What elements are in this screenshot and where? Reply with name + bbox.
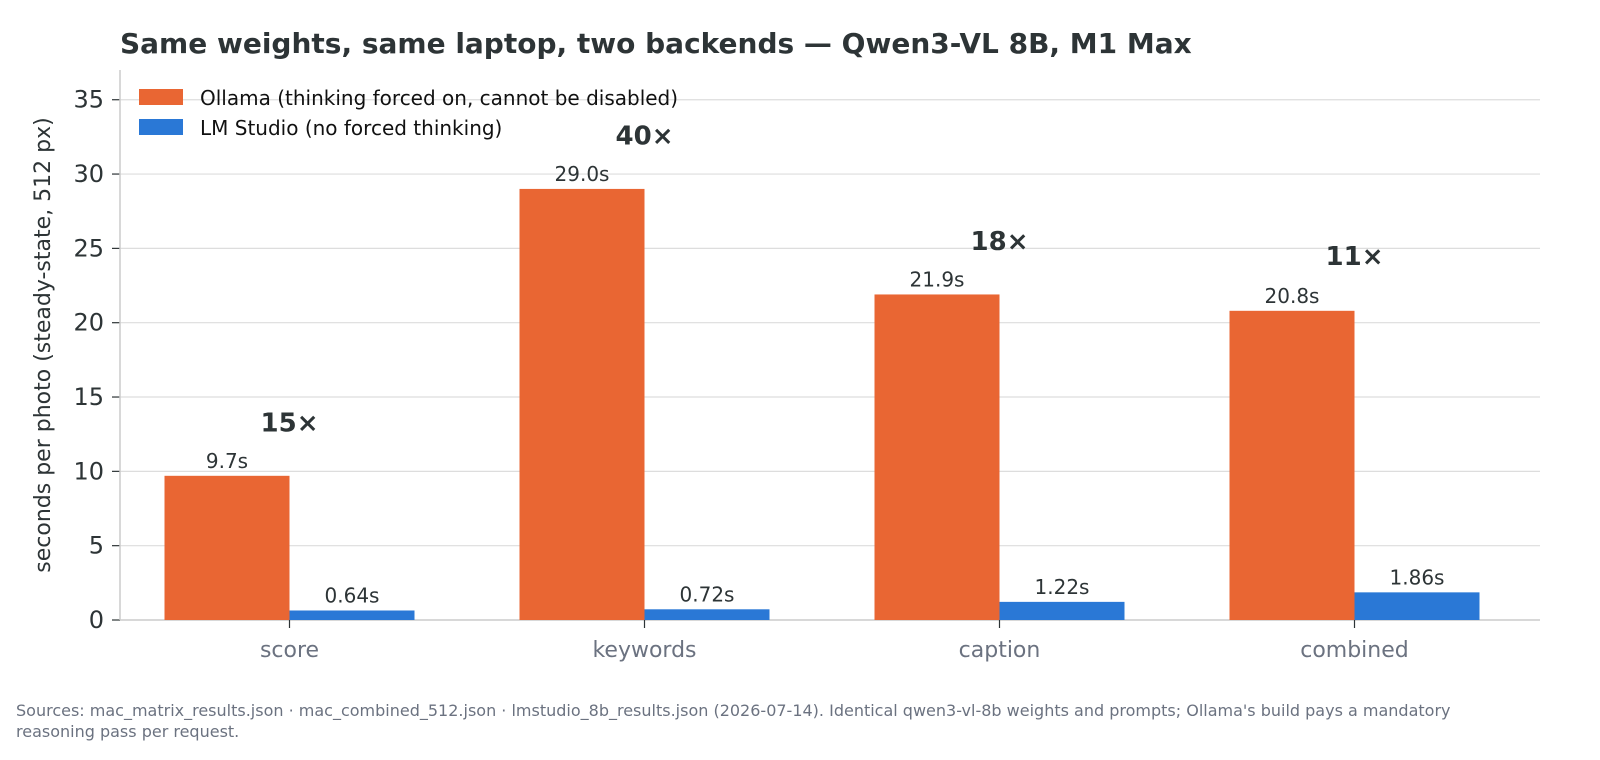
speedup-annotation: 40× xyxy=(616,121,674,151)
bar-value-label: 21.9s xyxy=(910,267,965,291)
x-tick-label: score xyxy=(260,638,319,663)
bar-ollama xyxy=(1229,310,1355,620)
y-tick-label: 30 xyxy=(73,160,104,188)
legend-label: LM Studio (no forced thinking) xyxy=(200,116,502,140)
bar-value-label: 20.8s xyxy=(1265,284,1320,308)
bar-lmstudio xyxy=(644,609,770,620)
x-tick-label: caption xyxy=(959,638,1041,663)
y-tick-label: 20 xyxy=(73,309,104,337)
speedup-annotation: 11× xyxy=(1326,242,1384,272)
bar-lmstudio xyxy=(1354,592,1480,620)
bars xyxy=(164,188,1480,620)
legend-swatch xyxy=(139,119,183,135)
bar-lmstudio xyxy=(289,610,415,620)
legend-label: Ollama (thinking forced on, cannot be di… xyxy=(200,86,678,110)
legend: Ollama (thinking forced on, cannot be di… xyxy=(139,86,678,140)
speedup-annotation: 18× xyxy=(971,227,1029,257)
bar-ollama xyxy=(519,188,645,620)
bar-value-label: 0.72s xyxy=(680,582,735,606)
legend-swatch xyxy=(139,89,183,105)
y-tick-label: 10 xyxy=(73,457,104,485)
value-labels: 9.7s 29.0s 21.9s 20.8s 0.64s 0.72s 1.22s 1.86s 1… xyxy=(206,121,1445,607)
speedup-annotation: 15× xyxy=(261,408,319,438)
bar-value-label: 1.86s xyxy=(1390,565,1445,589)
y-tick-label: 0 xyxy=(89,606,104,634)
chart-title: Same weights, same laptop, two backends … xyxy=(120,27,1192,60)
axes: 0 5 10 15 20 25 30 35 score keywords caption combin… xyxy=(73,70,1540,663)
y-tick-label: 35 xyxy=(73,86,104,114)
bar-value-label: 9.7s xyxy=(206,449,248,473)
bar-value-label: 29.0s xyxy=(555,162,610,186)
bar-ollama xyxy=(164,475,290,620)
bar-value-label: 1.22s xyxy=(1035,575,1090,599)
y-axis-label: seconds per photo (steady-state, 512 px) xyxy=(31,117,56,572)
x-tick-label: combined xyxy=(1300,638,1409,663)
bar-chart: Same weights, same laptop, two backends … xyxy=(31,27,1540,663)
source-note: Sources: mac_matrix_results.json · mac_c… xyxy=(16,701,1451,741)
bar-ollama xyxy=(874,294,1000,620)
x-tick-label: keywords xyxy=(592,638,696,663)
bar-lmstudio xyxy=(999,601,1125,620)
y-tick-label: 25 xyxy=(73,234,104,262)
y-tick-label: 15 xyxy=(73,383,104,411)
y-tick-label: 5 xyxy=(89,532,104,560)
gridlines xyxy=(120,99,1540,547)
bar-value-label: 0.64s xyxy=(325,583,380,607)
